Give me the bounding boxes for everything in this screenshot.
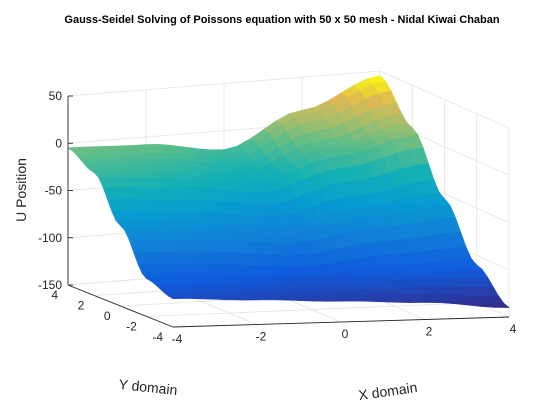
x-tick-label: 0 [342, 327, 349, 341]
axis-layer: 50 0 -50 -100 -150 -4 -2 0 2 4 -4 -2 0 2 4 [38, 89, 517, 346]
y-tick-label: 2 [78, 299, 85, 313]
y-tick-label: -4 [152, 330, 163, 344]
z-tick-label: 0 [55, 136, 62, 150]
y-tick-label: 0 [104, 309, 111, 323]
x-axis-label: X domain [357, 379, 418, 403]
y-axis-label: Y domain [118, 376, 178, 398]
surface-mesh [67, 75, 510, 308]
y-axis-line [67, 284, 174, 328]
y-tick-label: -2 [126, 320, 137, 334]
z-tick-label: -150 [38, 278, 62, 292]
x-tick-label: -2 [256, 330, 267, 344]
z-tick-label: -50 [45, 184, 63, 198]
x-tick-label: 2 [426, 325, 433, 339]
z-axis-label: U Position [13, 158, 29, 222]
y-tick-label: 4 [51, 288, 58, 302]
x-axis-line [172, 316, 510, 328]
surface-patch [67, 146, 87, 152]
x-tick-label: 4 [510, 322, 517, 336]
z-tick-label: -100 [38, 231, 62, 245]
chart-title: Gauss-Seidel Solving of Poissons equatio… [64, 14, 499, 26]
z-tick-label: 50 [49, 89, 63, 103]
x-tick-label: -4 [172, 332, 183, 346]
